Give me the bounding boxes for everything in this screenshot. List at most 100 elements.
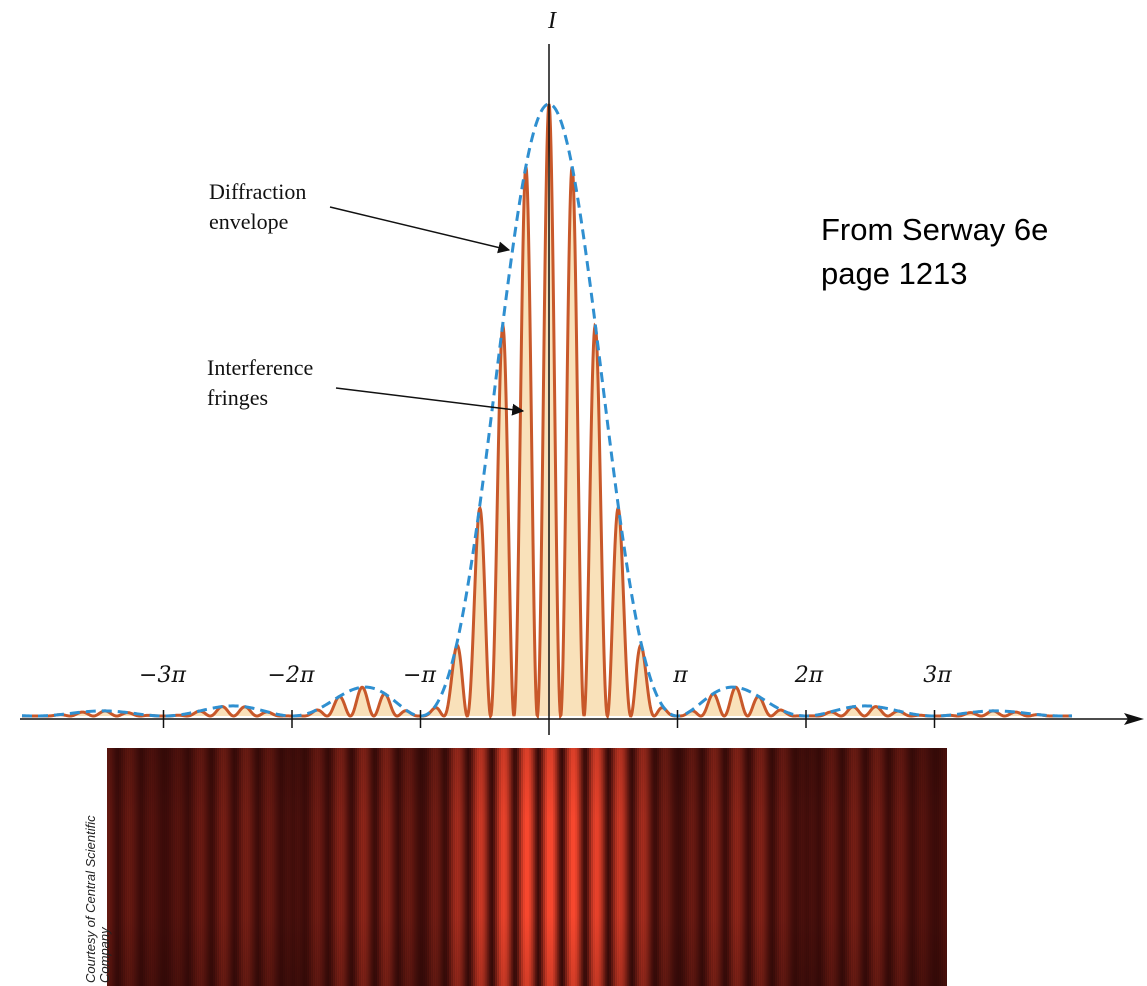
photo-fringe-strip (737, 748, 740, 986)
photo-fringe-strip (921, 748, 924, 986)
photo-fringe-strip (299, 748, 302, 986)
photo-fringe-strip (479, 748, 482, 986)
photo-fringe-strip (731, 748, 734, 986)
photo-fringe-strip (405, 748, 408, 986)
photo-fringe-strip (527, 748, 530, 986)
photo-fringe-strip (243, 748, 246, 986)
photo-fringe-strip (519, 748, 522, 986)
photo-fringe-strip (345, 748, 348, 986)
photo-fringe-strip (209, 748, 212, 986)
photo-fringe-strip (267, 748, 270, 986)
photo-fringe-strip (269, 748, 272, 986)
photo-fringe-strip (245, 748, 248, 986)
photo-fringe-strip (639, 748, 642, 986)
photo-fringe-strip (511, 748, 514, 986)
photo-fringe-strip (133, 748, 136, 986)
photo-fringe-strip (657, 748, 660, 986)
photo-fringe-strip (629, 748, 632, 986)
photo-fringe-strip (141, 748, 144, 986)
photo-fringe-strip (199, 748, 202, 986)
photo-fringe-strip (201, 748, 204, 986)
photo-fringe-strip (165, 748, 168, 986)
photo-fringe-strip (287, 748, 290, 986)
photo-fringe-strip (401, 748, 404, 986)
photo-fringe-strip (349, 748, 352, 986)
photo-fringe-strip (429, 748, 432, 986)
photo-fringe-strip (729, 748, 732, 986)
photo-fringe-strip (709, 748, 712, 986)
photo-fringe-strip (259, 748, 262, 986)
photo-fringe-strip (289, 748, 292, 986)
photo-fringe-strip (559, 748, 562, 986)
photo-fringe-strip (439, 748, 442, 986)
photo-fringe-strip (321, 748, 324, 986)
photo-fringe-strip (899, 748, 902, 986)
photo-fringe-strip (109, 748, 112, 986)
photo-fringe-strip (503, 748, 506, 986)
photo-fringe-strip (925, 748, 928, 986)
photo-fringe-strip (937, 748, 940, 986)
photo-fringe-strip (403, 748, 406, 986)
photo-fringe-strip (311, 748, 314, 986)
photo-fringe-strip (277, 748, 280, 986)
photo-fringe-strip (163, 748, 166, 986)
photo-fringe-strip (779, 748, 782, 986)
photo-fringe-strip (625, 748, 628, 986)
photo-fringe-strip (131, 748, 134, 986)
photo-fringe-strip (607, 748, 610, 986)
photo-fringe-strip (545, 748, 548, 986)
photo-fringe-strip (859, 748, 862, 986)
photo-fringe-strip (799, 748, 802, 986)
photo-fringe-strip (627, 748, 630, 986)
photo-fringe-strip (307, 748, 310, 986)
photo-fringe-strip (563, 748, 566, 986)
photo-fringe-strip (569, 748, 572, 986)
photo-fringe-strip (767, 748, 770, 986)
photo-fringe-strip (833, 748, 836, 986)
photo-fringe-strip (433, 748, 436, 986)
photo-fringe-strip (387, 748, 390, 986)
photo-fringe-strip (437, 748, 440, 986)
photo-fringe-strip (233, 748, 236, 986)
photo-fringe-strip (723, 748, 726, 986)
photo-fringe-strip (153, 748, 156, 986)
photo-fringe-strip (221, 748, 224, 986)
photo-fringe-strip (389, 748, 392, 986)
photo-fringe-strip (641, 748, 644, 986)
photo-fringe-strip (883, 748, 886, 986)
photo-fringe-strip (463, 748, 466, 986)
photo-fringe-strip (923, 748, 926, 986)
photo-fringe-strip (339, 748, 342, 986)
photo-fringe-strip (683, 748, 686, 986)
photo-fringe-strip (443, 748, 446, 986)
photo-fringe-strip (753, 748, 756, 986)
diffraction-envelope-callout: Diffraction envelope (209, 179, 511, 254)
photo-fringe-strip (695, 748, 698, 986)
photo-fringe-strip (175, 748, 178, 986)
photo-fringe-strip (773, 748, 776, 986)
photo-fringe-strip (367, 748, 370, 986)
photo-fringe-strip (857, 748, 860, 986)
photo-fringe-strip (203, 748, 206, 986)
photo-fringe-strip (705, 748, 708, 986)
photo-fringe-strip (809, 748, 812, 986)
photo-fringe-strip (159, 748, 162, 986)
x-tick-label: −π (403, 663, 436, 688)
photo-fringe-strip (679, 748, 682, 986)
photo-fringe-strip (909, 748, 912, 986)
photo-fringe-strip (793, 748, 796, 986)
photo-fringe-strip (881, 748, 884, 986)
photo-fringe-strip (789, 748, 792, 986)
photo-fringe-strip (835, 748, 838, 986)
photo-fringe-strip (383, 748, 386, 986)
photo-fringe-strip (795, 748, 798, 986)
photo-fringe-strip (775, 748, 778, 986)
photo-fringe-strip (787, 748, 790, 986)
photo-fringe-strip (713, 748, 716, 986)
photo-fringe-strip (495, 748, 498, 986)
photo-fringe-strip (123, 748, 126, 986)
photo-fringe-strip (491, 748, 494, 986)
photo-fringe-strip (873, 748, 876, 986)
photo-fringe-strip (593, 748, 596, 986)
